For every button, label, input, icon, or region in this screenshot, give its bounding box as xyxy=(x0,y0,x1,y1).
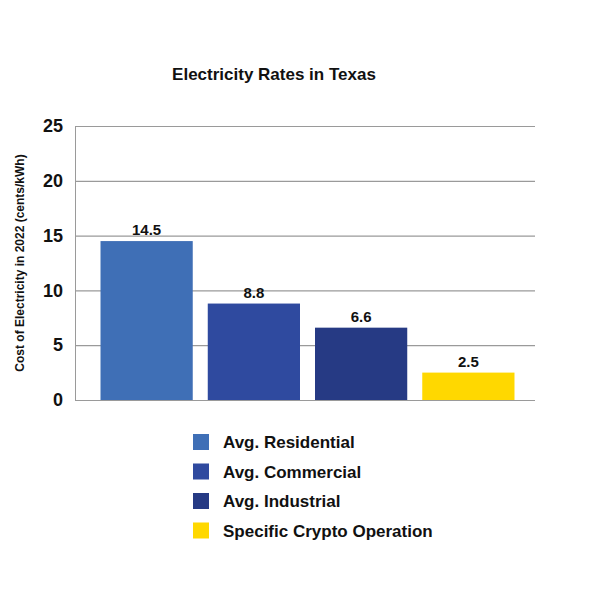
y-tick-label: 20 xyxy=(43,171,63,191)
bar xyxy=(422,373,514,400)
plot: 0 5 10 15 20 25 14.5 8.8 6.6 2.5 xyxy=(43,116,535,410)
legend: Avg. Residential Avg. Commercial Avg. Indu… xyxy=(193,433,433,541)
grid-line xyxy=(75,126,535,127)
data-label: 2.5 xyxy=(458,353,479,370)
grid-line xyxy=(75,400,535,401)
y-axis-title: Cost of Electricity in 2022 (cents/kWh) xyxy=(13,154,27,371)
bars xyxy=(101,241,515,400)
data-label: 8.8 xyxy=(243,284,264,301)
legend-swatch xyxy=(193,493,209,509)
bar xyxy=(208,304,300,400)
legend-swatch xyxy=(193,523,209,539)
legend-item: Avg. Residential xyxy=(193,433,355,452)
legend-label: Avg. Commercial xyxy=(223,463,361,482)
data-label: 14.5 xyxy=(132,221,161,238)
y-tick-label: 15 xyxy=(43,226,63,246)
grid-line xyxy=(75,181,535,182)
y-axis: 0 5 10 15 20 25 xyxy=(43,116,535,410)
legend-item: Specific Crypto Operation xyxy=(193,522,433,541)
y-tick: 20 xyxy=(43,171,535,191)
data-label: 6.6 xyxy=(351,308,372,325)
bar xyxy=(101,241,193,400)
bar xyxy=(315,328,407,400)
y-tick-label: 10 xyxy=(43,281,63,301)
y-tick-label: 25 xyxy=(43,116,63,136)
legend-item: Avg. Industrial xyxy=(193,492,340,511)
y-tick: 25 xyxy=(43,116,535,136)
y-tick-label: 0 xyxy=(53,390,63,410)
y-tick-label: 5 xyxy=(53,335,63,355)
title: Electricity Rates in Texas xyxy=(172,65,376,84)
data-labels: 14.5 8.8 6.6 2.5 xyxy=(132,221,479,370)
chart: 0 5 10 15 20 25 14.5 8.8 6.6 2.5 Electricity Rates… xyxy=(0,0,600,600)
legend-label: Avg. Residential xyxy=(223,433,355,452)
legend-swatch xyxy=(193,434,209,450)
legend-label: Avg. Industrial xyxy=(223,492,340,511)
y-axis-line xyxy=(75,127,76,401)
legend-item: Avg. Commercial xyxy=(193,463,361,482)
legend-label: Specific Crypto Operation xyxy=(223,522,433,541)
legend-swatch xyxy=(193,464,209,480)
